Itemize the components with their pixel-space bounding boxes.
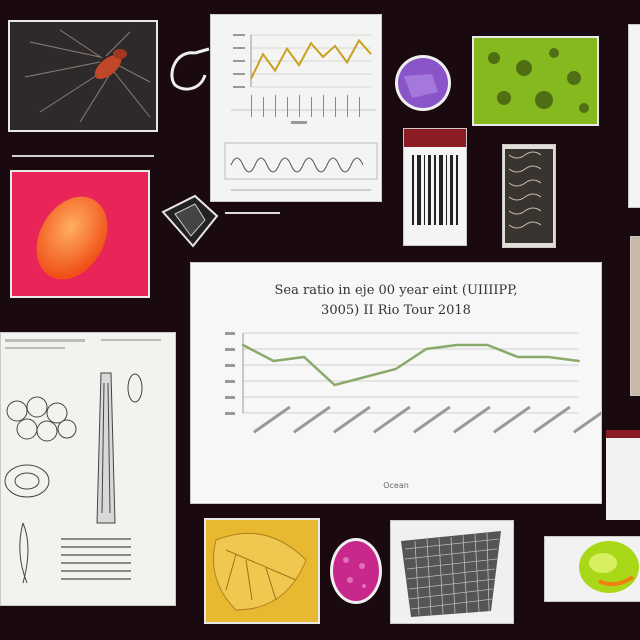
y-tick-mark [233, 34, 245, 36]
data-point [364, 376, 367, 378]
y-tick-mark [233, 86, 245, 88]
y-tick-mark [233, 60, 245, 62]
data-point [394, 368, 397, 370]
data-point [578, 360, 580, 362]
series-line [250, 38, 372, 80]
y-tick-mark [225, 396, 235, 399]
edge-paper [630, 236, 640, 396]
magenta-egg [328, 536, 384, 606]
barcode-document [403, 128, 467, 246]
shell-icon [161, 194, 219, 248]
sketch-icon [4, 339, 161, 584]
data-point [486, 344, 489, 346]
series-line [242, 343, 580, 387]
data-point [425, 348, 428, 350]
data-point [272, 360, 275, 362]
x-tick-mark [373, 405, 411, 434]
y-tick-mark [225, 412, 235, 415]
hook-icon [170, 47, 210, 91]
shell-sketch [155, 192, 225, 252]
sketch-page [0, 332, 176, 606]
y-tick-mark [233, 73, 245, 75]
pattern-document [502, 144, 556, 248]
y-tick-mark [225, 332, 235, 335]
x-tick-mark [453, 405, 491, 434]
blob-icon [36, 196, 108, 280]
mesh-photo [390, 520, 514, 624]
x-tick-mark [333, 405, 371, 434]
leaf-icon [213, 532, 307, 611]
edge-paper [628, 24, 640, 208]
data-point [303, 356, 306, 358]
data-point [547, 356, 550, 358]
wave-icon [224, 142, 378, 180]
main-chart-title-line2: 3005) II Rio Tour 2018 [321, 303, 471, 318]
data-point [516, 356, 519, 358]
document-icon [404, 129, 466, 225]
egg-icon [330, 538, 382, 604]
fruit-icon [579, 541, 639, 593]
leaf-card [204, 518, 320, 624]
x-tick-mark [493, 405, 531, 434]
main-chart-card: Sea ratio in eje 00 year eint (UIIIIPP, … [190, 262, 602, 504]
divider [225, 212, 280, 214]
purple-orb [392, 52, 454, 114]
mesh-icon [401, 531, 501, 617]
moss-photo [472, 36, 599, 126]
orb-icon [395, 55, 451, 111]
spider-photo [8, 20, 158, 132]
top-chart-paper [210, 14, 382, 202]
y-tick-mark [225, 348, 235, 351]
document-icon [505, 149, 553, 243]
y-tick-mark [225, 364, 235, 367]
line-chart-icon [224, 34, 378, 191]
main-chart-xlabel: Ocean [383, 481, 409, 490]
data-point [333, 384, 336, 386]
x-tick-mark [413, 405, 451, 434]
line-chart-icon [225, 332, 601, 434]
x-tick-mark [293, 405, 331, 434]
x-tick-mark [253, 405, 291, 434]
y-tick-mark [233, 47, 245, 49]
spider-icon [24, 29, 151, 123]
hook-sketch [165, 45, 210, 95]
main-chart-title: Sea ratio in eje 00 year eint (UIIIIPP, … [191, 281, 601, 321]
main-chart-title-line1: Sea ratio in eje 00 year eint (UIIIIPP, [274, 283, 518, 298]
main-chart-plot [225, 332, 601, 434]
x-tick-mark [573, 405, 601, 434]
edge-card [606, 430, 640, 520]
divider [12, 155, 154, 157]
top-chart [233, 34, 372, 88]
data-point [242, 344, 244, 346]
texture-icon [488, 48, 589, 113]
data-point [455, 344, 458, 346]
lime-card [544, 536, 640, 602]
orange-blob-card [10, 170, 150, 298]
x-tick-mark [533, 405, 571, 434]
y-tick-mark [225, 380, 235, 383]
